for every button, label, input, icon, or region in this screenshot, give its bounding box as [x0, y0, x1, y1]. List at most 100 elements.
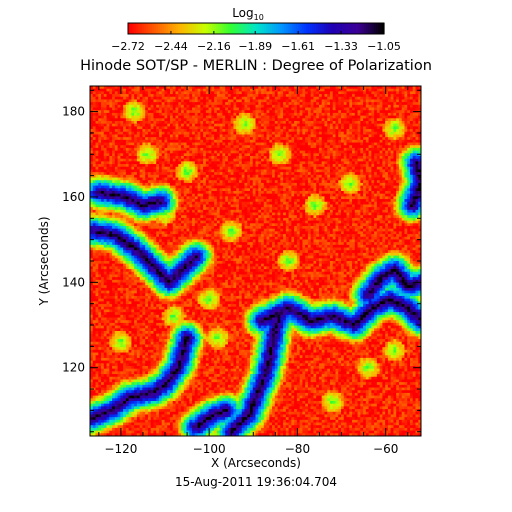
heatmap-cell — [131, 161, 135, 165]
heatmap-cell — [382, 110, 386, 114]
heatmap-cell — [277, 180, 281, 184]
heatmap-cell — [354, 110, 359, 114]
heatmap-cell — [222, 185, 226, 189]
heatmap-cell — [158, 164, 163, 168]
heatmap-cell — [136, 107, 141, 111]
heatmap-cell — [92, 134, 97, 138]
heatmap-cell — [277, 102, 281, 106]
heatmap-cell — [222, 104, 226, 109]
heatmap-cell — [310, 161, 314, 165]
heatmap-cell — [236, 142, 240, 146]
heatmap-cell — [335, 156, 339, 160]
heatmap-cell — [186, 123, 190, 127]
heatmap-cell — [208, 123, 212, 127]
heatmap-cell — [178, 158, 182, 162]
heatmap-cell — [299, 91, 303, 95]
heatmap-cell — [214, 112, 218, 117]
heatmap-cell — [365, 126, 370, 130]
heatmap-cell — [398, 185, 403, 189]
heatmap-cell — [200, 137, 204, 141]
heatmap-cell — [236, 99, 240, 103]
heatmap-cell — [335, 172, 339, 176]
heatmap-cell — [255, 153, 259, 157]
heatmap-cell — [376, 158, 381, 162]
heatmap-cell — [382, 118, 386, 122]
heatmap-cell — [266, 91, 270, 95]
heatmap-cell — [258, 188, 262, 192]
heatmap-cell — [128, 172, 132, 176]
heatmap-cell — [280, 145, 284, 149]
heatmap-cell — [255, 166, 259, 170]
heatmap-cell — [120, 99, 124, 103]
heatmap-cell — [324, 174, 328, 179]
heatmap-cell — [236, 126, 240, 130]
heatmap-cell — [197, 118, 201, 122]
heatmap-cell — [307, 104, 312, 109]
heatmap-cell — [156, 172, 160, 176]
heatmap-cell — [418, 121, 421, 125]
heatmap-cell — [393, 172, 397, 176]
heatmap-cell — [214, 182, 218, 187]
heatmap-cell — [272, 123, 276, 127]
heatmap-cell — [404, 99, 408, 103]
heatmap-cell — [98, 96, 102, 100]
heatmap-cell — [274, 158, 279, 162]
heatmap-cell — [161, 91, 165, 95]
heatmap-cell — [247, 139, 251, 144]
heatmap-cell — [92, 96, 97, 100]
heatmap-cell — [244, 123, 248, 127]
heatmap-cell — [346, 150, 350, 154]
colorbar-cell — [370, 23, 373, 34]
heatmap-cell — [263, 96, 268, 100]
heatmap-cell — [291, 134, 295, 138]
heatmap-cell — [186, 134, 190, 138]
heatmap-cell — [346, 118, 350, 122]
heatmap-cell — [258, 180, 262, 184]
heatmap-cell — [101, 139, 105, 144]
heatmap-cell — [274, 88, 279, 92]
heatmap-cell — [288, 121, 292, 125]
heatmap-cell — [261, 86, 265, 90]
heatmap-cell — [357, 110, 361, 114]
heatmap-cell — [368, 129, 372, 133]
colorbar-cell — [178, 23, 181, 34]
heatmap-cell — [274, 104, 279, 109]
heatmap-cell — [266, 129, 270, 133]
heatmap-cell — [318, 153, 323, 157]
heatmap-cell — [299, 180, 303, 184]
heatmap-cell — [379, 137, 383, 141]
heatmap-cell — [247, 104, 251, 109]
heatmap-cell — [363, 150, 367, 154]
heatmap-cell — [357, 180, 361, 184]
heatmap-cell — [363, 191, 367, 195]
heatmap-cell — [142, 161, 146, 165]
heatmap-cell — [128, 102, 132, 106]
heatmap-cell — [117, 150, 121, 154]
heatmap-cell — [219, 88, 223, 92]
heatmap-cell — [255, 158, 259, 162]
heatmap-cell — [277, 150, 281, 154]
heatmap-cell — [294, 150, 298, 154]
heatmap-cell — [305, 110, 309, 114]
heatmap-cell — [409, 110, 414, 114]
heatmap-cell — [186, 107, 190, 111]
heatmap-cell — [247, 182, 251, 187]
heatmap-cell — [197, 193, 201, 197]
heatmap-cell — [291, 174, 295, 179]
heatmap-cell — [230, 164, 234, 168]
heatmap-cell — [114, 104, 119, 109]
heatmap-cell — [321, 91, 325, 95]
heatmap-cell — [272, 164, 276, 168]
heatmap-cell — [181, 172, 185, 176]
heatmap-cell — [247, 118, 251, 122]
heatmap-cell — [197, 188, 201, 192]
colorbar-cell — [162, 23, 165, 34]
heatmap-cell — [285, 123, 290, 127]
heatmap-cell — [197, 156, 201, 160]
heatmap-cell — [343, 147, 348, 152]
heatmap-cell — [329, 164, 334, 168]
heatmap-cell — [407, 129, 411, 133]
heatmap-cell — [261, 153, 265, 157]
heatmap-cell — [387, 94, 392, 98]
heatmap-cell — [183, 126, 188, 130]
